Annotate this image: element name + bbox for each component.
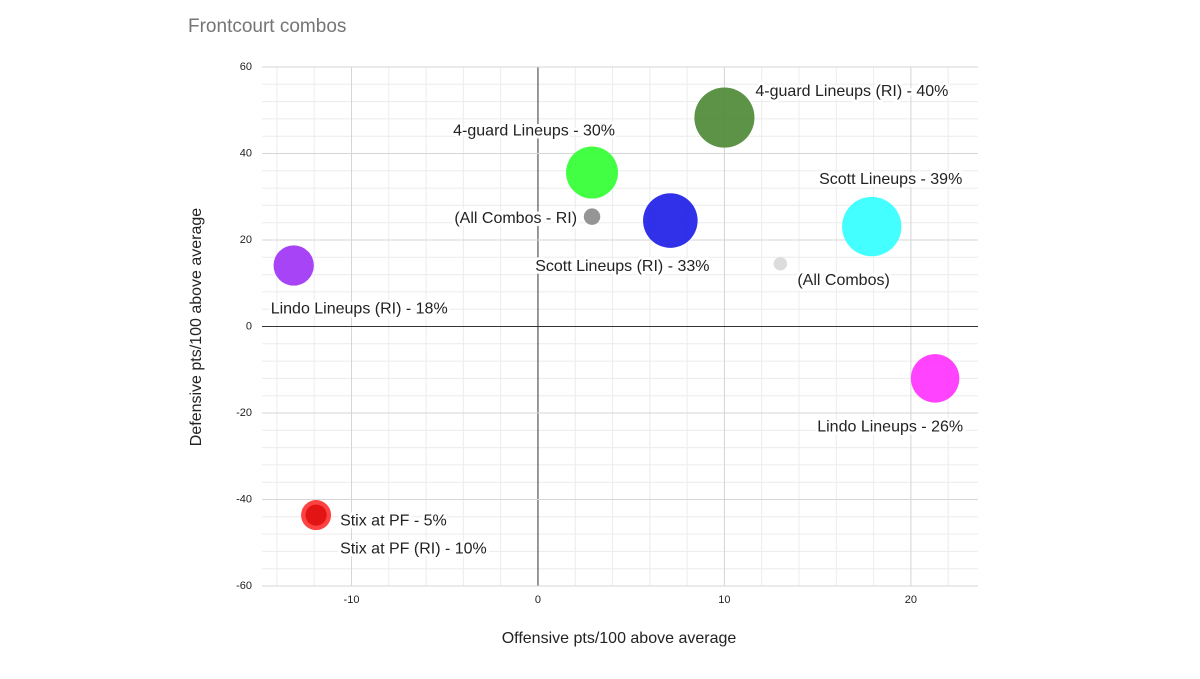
chart-title: Frontcourt combos	[188, 16, 346, 37]
point-label: (All Combos)	[797, 272, 889, 289]
point-label: 4-guard Lineups - 30%	[453, 123, 615, 140]
point-label: Lindo Lineups - 26%	[817, 419, 963, 436]
y-tick-label: 40	[240, 147, 252, 159]
bubble	[773, 257, 788, 271]
point-label: 4-guard Lineups (RI) - 40%	[755, 83, 948, 100]
bubble	[273, 245, 314, 286]
point-label: (All Combos - RI)	[454, 210, 577, 227]
bubble	[643, 193, 698, 248]
bubble	[842, 196, 902, 257]
x-tick-label: 10	[718, 594, 730, 606]
bubble	[910, 354, 960, 403]
x-tick-label: -10	[344, 594, 360, 606]
y-tick-label: -60	[236, 580, 252, 592]
x-axis-label: Offensive pts/100 above average	[502, 630, 737, 647]
x-tick-label: 20	[905, 594, 917, 606]
bubble	[305, 504, 327, 526]
bubble	[583, 208, 601, 225]
y-tick-label: -40	[236, 493, 252, 505]
y-tick-label: 0	[246, 320, 252, 332]
y-tick-label: 20	[240, 234, 252, 246]
point-label: Scott Lineups - 39%	[819, 171, 962, 188]
x-tick-label: 0	[535, 594, 541, 606]
y-tick-label: -20	[236, 407, 252, 419]
y-axis-label: Defensive pts/100 above average	[188, 208, 205, 446]
point-label: Lindo Lineups (RI) - 18%	[271, 301, 448, 318]
point-label: Stix at PF (RI) - 10%	[340, 540, 487, 557]
bubble	[566, 146, 619, 199]
y-tick-label: 60	[240, 61, 252, 73]
bubble	[694, 87, 755, 148]
point-label: Stix at PF - 5%	[340, 512, 447, 529]
point-label: Scott Lineups (RI) - 33%	[535, 258, 709, 275]
